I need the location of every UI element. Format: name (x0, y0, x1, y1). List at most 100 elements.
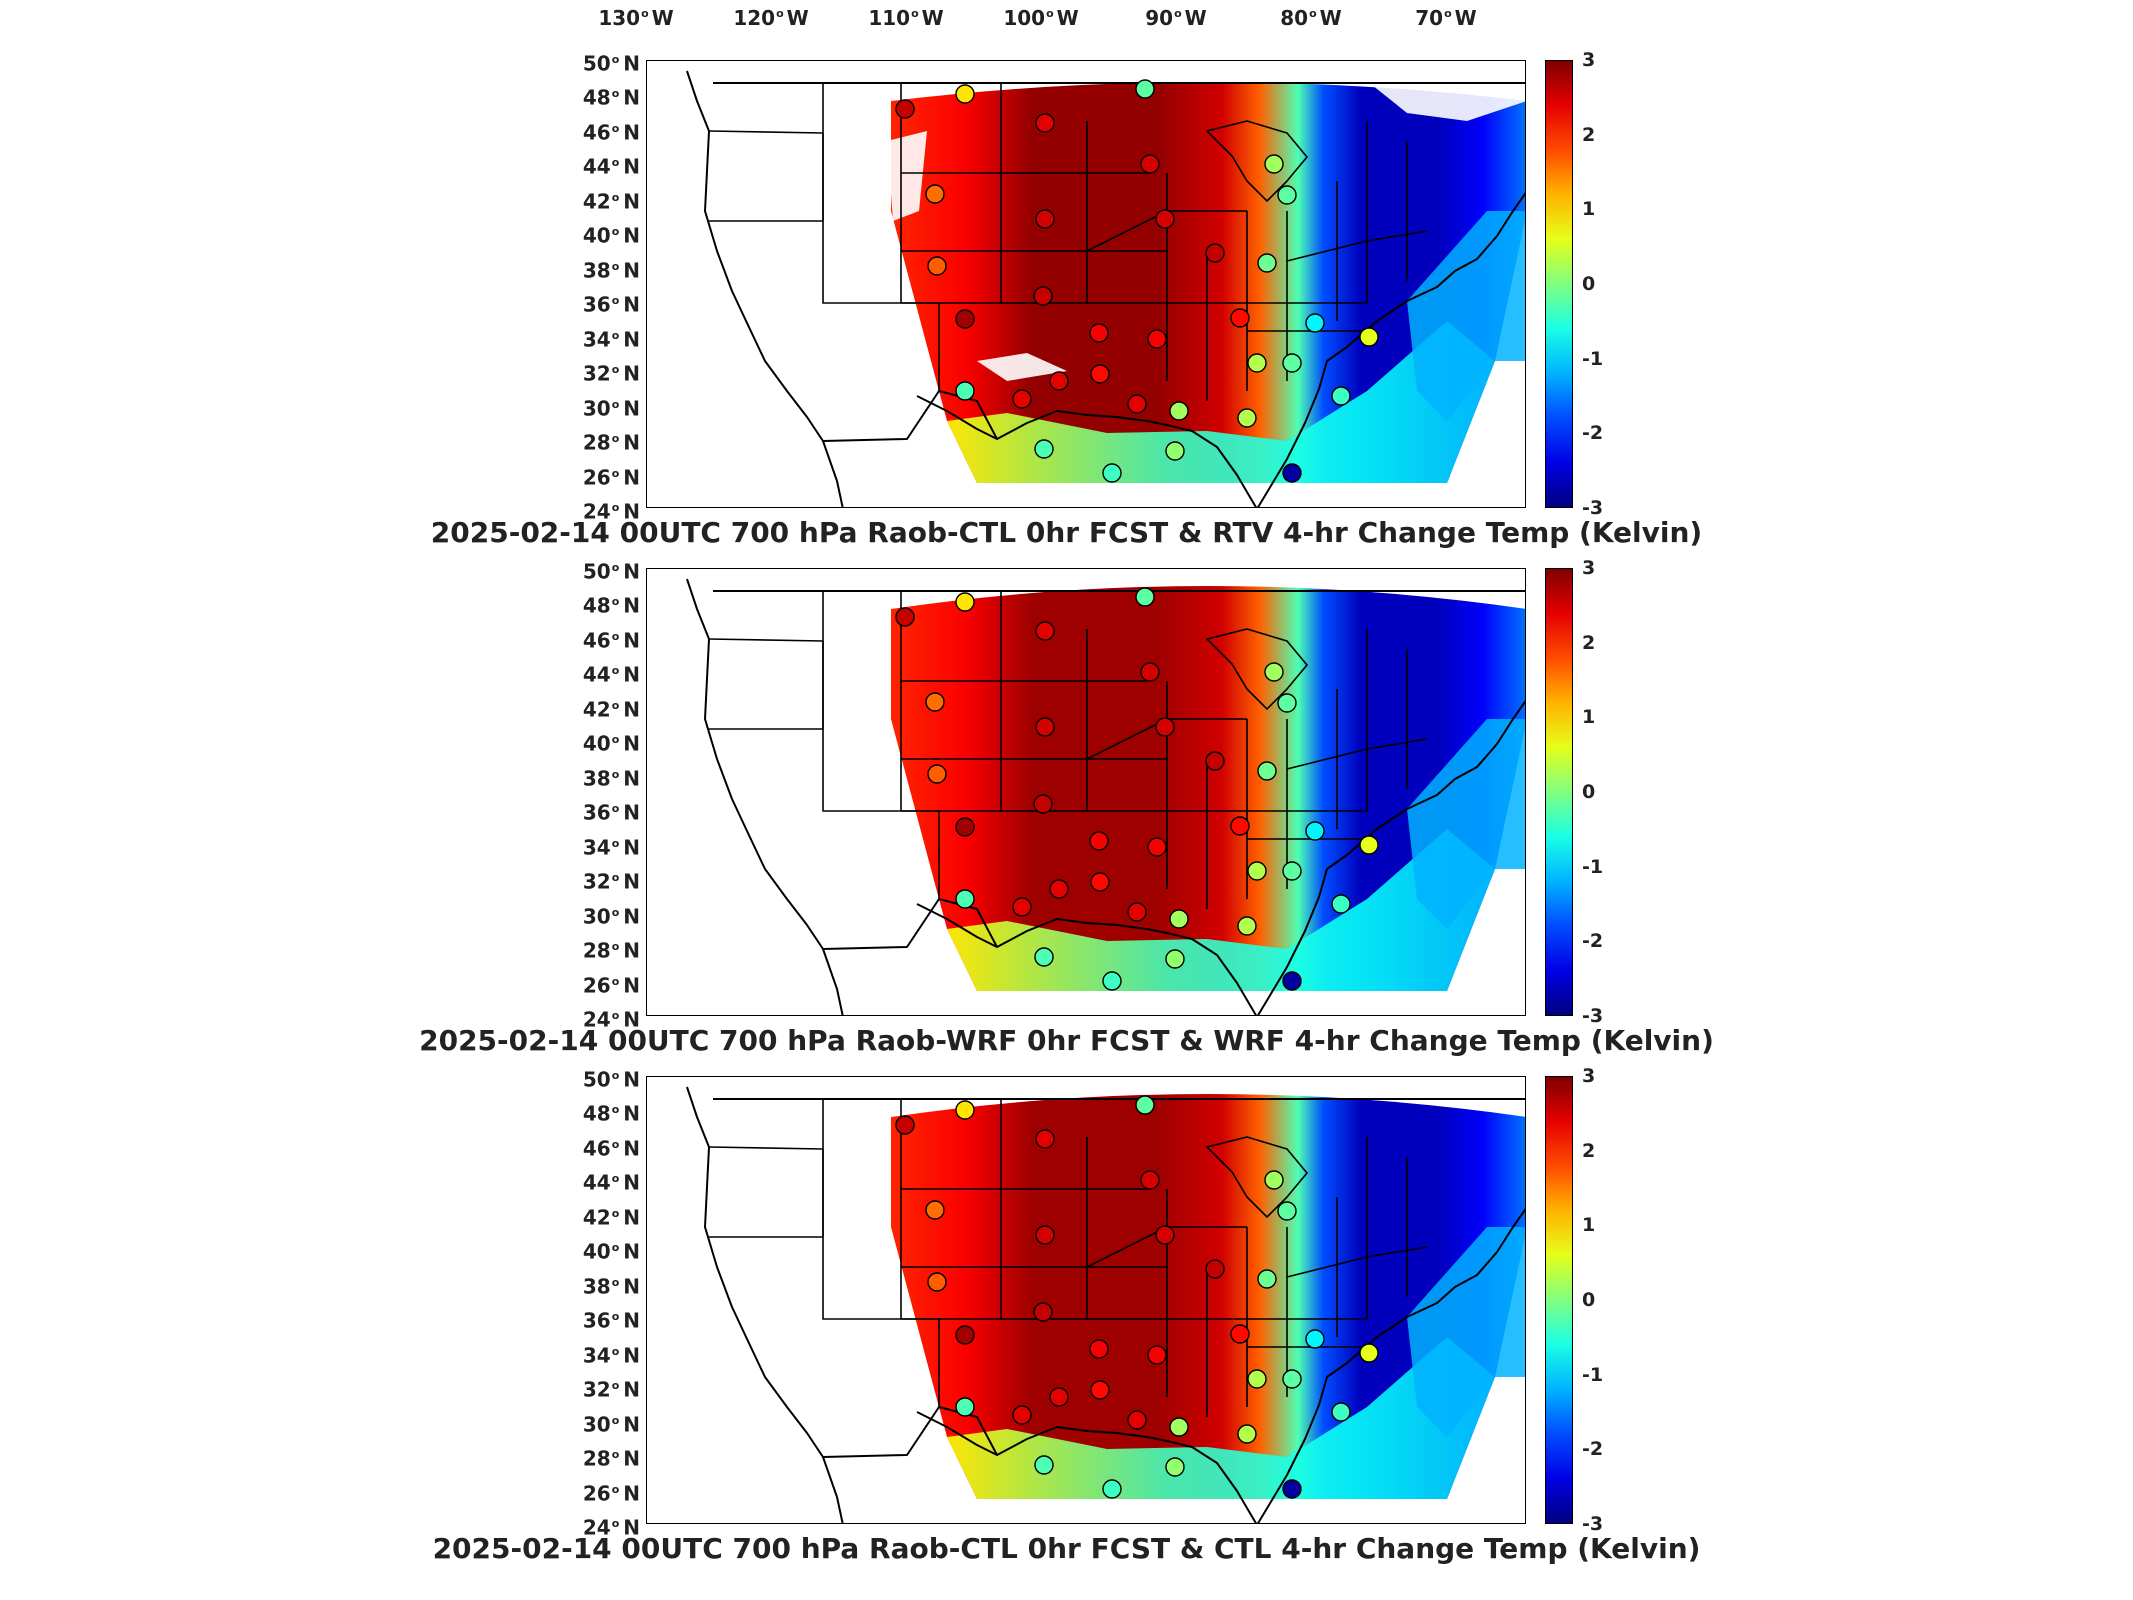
raob-station-marker (1140, 154, 1160, 174)
missing-data-region (977, 353, 1067, 381)
longitude-label: 120o W (733, 6, 809, 30)
latitude-label: 50o N (582, 51, 640, 76)
raob-station-marker (1247, 353, 1267, 373)
latitude-label: 42o N (582, 189, 640, 214)
raob-station-marker (955, 817, 975, 837)
raob-station-marker (1359, 835, 1379, 855)
latitude-label: 26o N (582, 465, 640, 490)
raob-station-marker (1135, 79, 1155, 99)
atlantic-field-region (1407, 719, 1525, 929)
raob-station-marker (955, 889, 975, 909)
colorbar-tick-label: 1 (1582, 706, 1596, 729)
raob-station-marker (1035, 621, 1055, 641)
raob-station-marker (955, 1100, 975, 1120)
temperature-field-map (686, 70, 1525, 507)
raob-station-marker (1147, 1345, 1167, 1365)
latitude-label: 38o N (582, 258, 640, 283)
latitude-label: 32o N (582, 869, 640, 894)
raob-station-marker (1165, 441, 1185, 461)
missing-data-region (1367, 81, 1525, 121)
colorbar-tick-label: 1 (1582, 198, 1596, 221)
raob-station-marker (1331, 894, 1351, 914)
raob-station-marker (1165, 949, 1185, 969)
longitude-label: 110o W (868, 6, 944, 30)
raob-station-marker (1264, 662, 1284, 682)
atlantic-field-region (1407, 1227, 1525, 1437)
longitude-label: 130o W (598, 6, 674, 30)
colorbar-tick-label: 3 (1582, 49, 1596, 71)
raob-station-marker (1230, 816, 1250, 836)
latitude-label: 26o N (582, 973, 640, 998)
raob-station-marker (927, 764, 947, 784)
latitude-label: 32o N (582, 1377, 640, 1402)
gulf-field-region (947, 321, 1495, 483)
gulf-field-region (947, 829, 1495, 991)
raob-station-marker (1230, 1324, 1250, 1344)
raob-station-marker (1034, 1455, 1054, 1475)
colorbar-tick-label: -2 (1582, 422, 1604, 445)
raob-station-marker (1140, 1170, 1160, 1190)
latitude-label: 30o N (582, 1412, 640, 1437)
colorbar (1545, 1076, 1573, 1524)
latitude-label: 44o N (582, 1171, 640, 1196)
raob-station-marker (1049, 1387, 1069, 1407)
latitude-label: 32o N (582, 361, 640, 386)
raob-station-marker (1034, 439, 1054, 459)
colorbar-tick-label: 3 (1582, 1065, 1596, 1087)
latitude-label: 46o N (582, 628, 640, 653)
raob-station-marker (1205, 1259, 1225, 1279)
raob-station-marker (1277, 1201, 1297, 1221)
raob-station-marker (1331, 1402, 1351, 1422)
latitude-label: 48o N (582, 1102, 640, 1127)
raob-station-marker (1033, 286, 1053, 306)
map-frame (646, 1076, 1526, 1524)
latitude-label: 34o N (582, 327, 640, 352)
raob-station-marker (1090, 364, 1110, 384)
raob-station-marker (1035, 113, 1055, 133)
raob-station-marker (1247, 861, 1267, 881)
latitude-label: 28o N (582, 1446, 640, 1471)
colorbar-tick-label: 2 (1582, 123, 1596, 146)
colorbar-tick-label: -3 (1582, 1005, 1604, 1027)
latitude-label: 34o N (582, 1343, 640, 1368)
temperature-field-map (686, 578, 1525, 1015)
latitude-label: 50o N (582, 559, 640, 584)
panel-title: 2025-02-14 00UTC 700 hPa Raob-CTL 0hr FC… (430, 516, 1703, 549)
latitude-label: 36o N (582, 1308, 640, 1333)
raob-station-marker (1277, 185, 1297, 205)
colorbar-tick-label: 2 (1582, 631, 1596, 654)
raob-station-marker (1090, 1380, 1110, 1400)
raob-station-marker (1127, 902, 1147, 922)
raob-station-marker (1169, 401, 1189, 421)
raob-station-marker (1035, 717, 1055, 737)
map-frame (646, 568, 1526, 1016)
raob-station-marker (1169, 909, 1189, 929)
latitude-label: 24o N (582, 1007, 640, 1032)
raob-station-marker (1012, 897, 1032, 917)
panel-title: 2025-02-14 00UTC 700 hPa Raob-CTL 0hr FC… (432, 1532, 1701, 1565)
latitude-label: 46o N (582, 120, 640, 145)
raob-station-marker (895, 99, 915, 119)
raob-station-marker (1155, 1225, 1175, 1245)
raob-stations (895, 587, 1379, 991)
raob-station-marker (955, 1325, 975, 1345)
raob-station-marker (1102, 463, 1122, 483)
latitude-label: 40o N (582, 731, 640, 756)
latitude-label: 26o N (582, 1481, 640, 1506)
raob-station-marker (1012, 389, 1032, 409)
raob-station-marker (1237, 1424, 1257, 1444)
raob-station-marker (925, 1200, 945, 1220)
raob-station-marker (1205, 243, 1225, 263)
raob-station-marker (895, 1115, 915, 1135)
raob-station-marker (1305, 821, 1325, 841)
colorbar-tick-label: -3 (1582, 1513, 1604, 1535)
raob-station-marker (1282, 1479, 1302, 1499)
raob-station-marker (1147, 837, 1167, 857)
raob-station-marker (1282, 971, 1302, 991)
raob-station-marker (927, 1272, 947, 1292)
raob-stations (895, 79, 1379, 483)
longitude-label: 80o W (1280, 6, 1342, 30)
latitude-label: 36o N (582, 292, 640, 317)
raob-station-marker (1237, 916, 1257, 936)
raob-station-marker (1135, 587, 1155, 607)
